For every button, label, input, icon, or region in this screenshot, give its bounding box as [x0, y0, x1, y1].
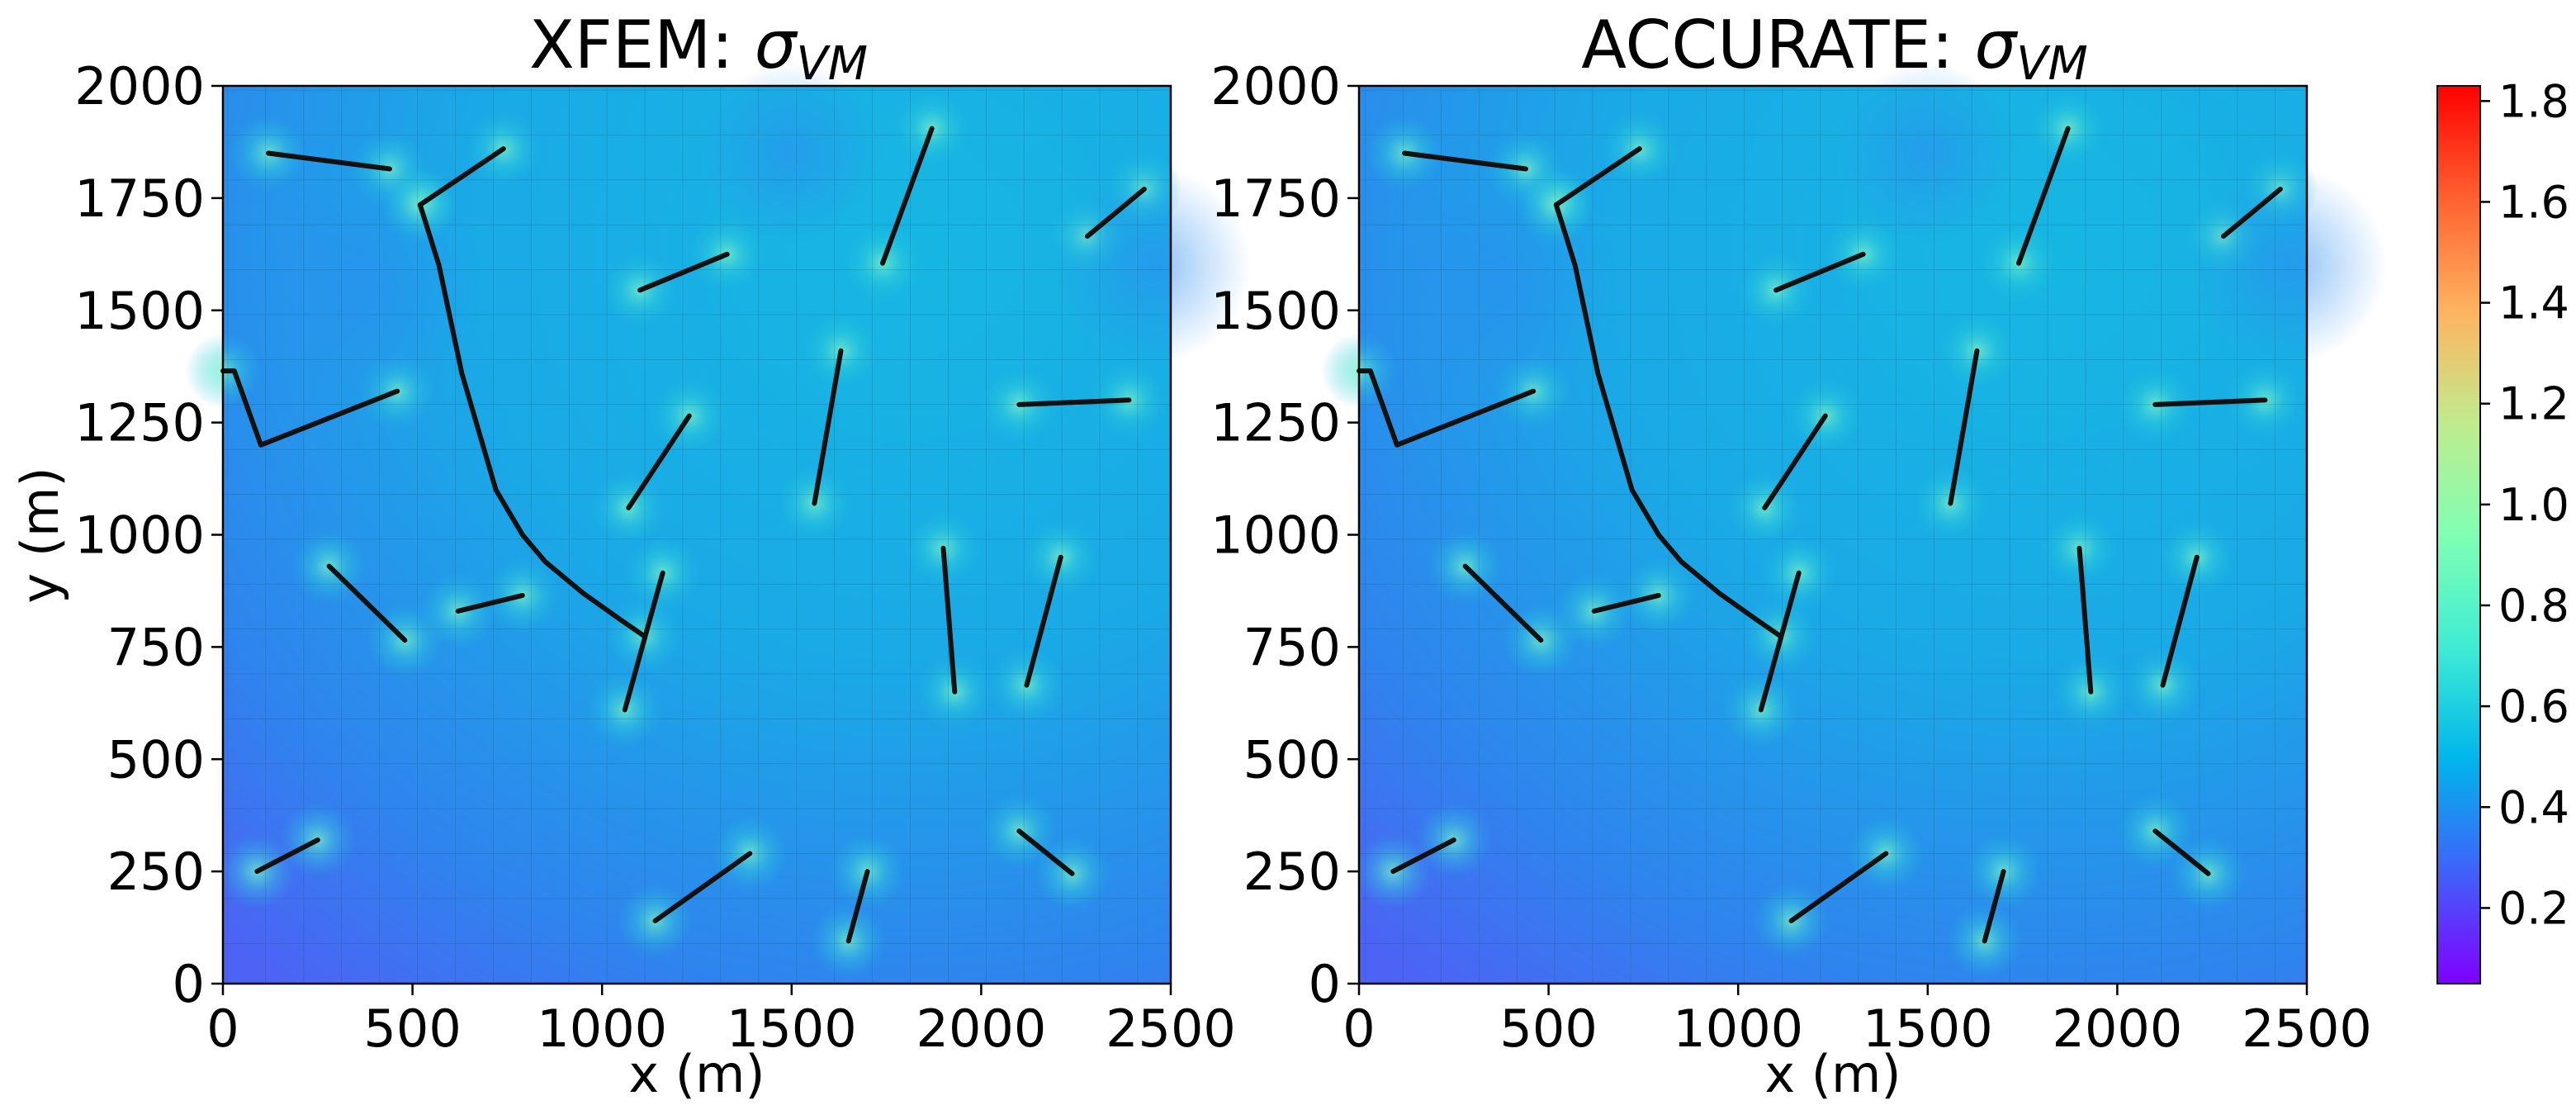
y-axis-ticks: 0 250 500 750 1000 1250 1500 1750 2000	[1210, 56, 1359, 1014]
fracture	[2152, 828, 2211, 876]
fracture	[2076, 545, 2094, 695]
y-tick-label: 1750	[1210, 168, 1341, 229]
x-tick-label: 500	[1499, 999, 1597, 1059]
panel-title: XFEM: σVM	[529, 7, 868, 91]
fracture	[1773, 251, 1866, 293]
y-axis-label: y (m)	[10, 467, 70, 603]
fracture	[1085, 187, 1147, 240]
fracture	[880, 126, 935, 266]
colorbar-gradient	[2436, 85, 2481, 984]
y-tick-label: 1500	[74, 281, 205, 341]
fracture-lines	[220, 126, 1147, 944]
fracture	[1016, 397, 1132, 407]
colorbar: 0.2 0.4 0.6 0.8 1.0 1.2 1.4 1.6 1.8	[2436, 75, 2569, 984]
fracture	[266, 150, 392, 172]
colorbar-tick-label: 1.0	[2498, 479, 2569, 531]
x-tick-label: 2000	[916, 999, 1047, 1059]
x-tick-label: 2500	[1106, 999, 1236, 1059]
fracture	[2016, 126, 2071, 266]
fracture	[2160, 554, 2200, 688]
fracture	[417, 202, 646, 638]
y-tick-label: 1500	[1210, 281, 1341, 341]
y-tick-label: 2000	[74, 56, 205, 116]
x-tick-label: 0	[1342, 999, 1375, 1059]
fracture	[1402, 150, 1528, 172]
x-tick-label: 1000	[1673, 999, 1803, 1059]
fracture	[326, 563, 408, 643]
fracture	[254, 837, 320, 875]
fracture	[1553, 202, 1783, 638]
y-tick-label: 1000	[74, 505, 205, 566]
y-tick-label: 1750	[74, 168, 205, 229]
mesh-grid	[223, 86, 1171, 984]
x-tick-label: 2500	[2242, 999, 2372, 1059]
y-tick-label: 750	[1243, 617, 1341, 677]
x-axis-ticks: 0 500 1000 1500 2000 2500	[206, 984, 1236, 1059]
fracture	[626, 413, 692, 510]
colorbar-tick-label: 1.8	[2498, 75, 2569, 127]
fracture	[812, 348, 844, 506]
x-tick-label: 1500	[727, 999, 857, 1059]
fracture	[1982, 869, 2006, 944]
fracture	[845, 869, 870, 944]
fracture-lines	[1357, 126, 2283, 944]
fracture	[1462, 563, 1544, 643]
colorbar-tick-label: 0.8	[2498, 580, 2569, 632]
fracture	[2221, 187, 2283, 240]
y-tick-label: 0	[173, 954, 205, 1014]
xfem-panel: XFEM: σVM 0 500 1000 1500 2000 2500 0 250 500 75…	[10, 7, 1252, 1104]
y-tick-label: 500	[107, 729, 205, 790]
x-axis-ticks: 0 500 1000 1500 2000 2500	[1342, 984, 2372, 1059]
fracture	[1591, 592, 1661, 614]
colorbar-tick-label: 1.2	[2498, 378, 2569, 430]
x-tick-label: 1500	[1863, 999, 1993, 1059]
fracture	[1016, 828, 1075, 876]
y-tick-label: 1250	[1210, 393, 1341, 453]
fracture	[652, 851, 753, 923]
fracture	[417, 146, 506, 207]
fracture	[1788, 851, 1889, 923]
y-axis-ticks: 0 250 500 750 1000 1250 1500 1750 2000	[74, 56, 223, 1014]
fracture	[622, 570, 665, 713]
y-tick-label: 500	[1243, 729, 1341, 790]
y-tick-label: 250	[1243, 842, 1341, 902]
x-tick-label: 1000	[537, 999, 667, 1059]
x-tick-label: 0	[206, 999, 239, 1059]
accurate-panel: ACCURATE: σVM 0 500 1000 1500 2000 2500 0 250 5…	[1210, 7, 2388, 1104]
fracture	[1762, 413, 1828, 510]
y-tick-label: 1250	[74, 393, 205, 453]
fracture	[1390, 837, 1456, 875]
x-tick-label: 500	[363, 999, 461, 1059]
panel-title: ACCURATE: σVM	[1581, 7, 2088, 91]
fracture	[220, 368, 400, 448]
y-tick-label: 1000	[1210, 505, 1341, 566]
colorbar-ticks: 0.2 0.4 0.6 0.8 1.0 1.2 1.4 1.6 1.8	[2480, 75, 2569, 934]
colorbar-tick-label: 0.6	[2498, 681, 2569, 733]
colorbar-tick-label: 0.2	[2498, 882, 2569, 934]
x-tick-label: 2000	[2053, 999, 2183, 1059]
y-tick-label: 250	[107, 842, 205, 902]
y-tick-label: 2000	[1210, 56, 1341, 116]
fracture	[1948, 348, 1980, 506]
mesh-grid	[1359, 86, 2307, 984]
fracture	[1758, 570, 1802, 713]
fracture	[2152, 397, 2268, 407]
colorbar-tick-label: 1.4	[2498, 278, 2569, 330]
x-axis-label: x (m)	[1764, 1044, 1901, 1104]
fracture	[455, 592, 525, 614]
fracture	[1553, 146, 1642, 207]
x-axis-label: x (m)	[628, 1044, 765, 1104]
fracture	[1024, 554, 1063, 688]
fracture	[1357, 368, 1537, 448]
fracture	[637, 251, 730, 293]
fracture	[940, 545, 958, 695]
colorbar-tick-label: 0.4	[2498, 781, 2569, 833]
colorbar-tick-label: 1.6	[2498, 176, 2569, 228]
y-tick-label: 0	[1309, 954, 1341, 1014]
y-tick-label: 750	[107, 617, 205, 677]
